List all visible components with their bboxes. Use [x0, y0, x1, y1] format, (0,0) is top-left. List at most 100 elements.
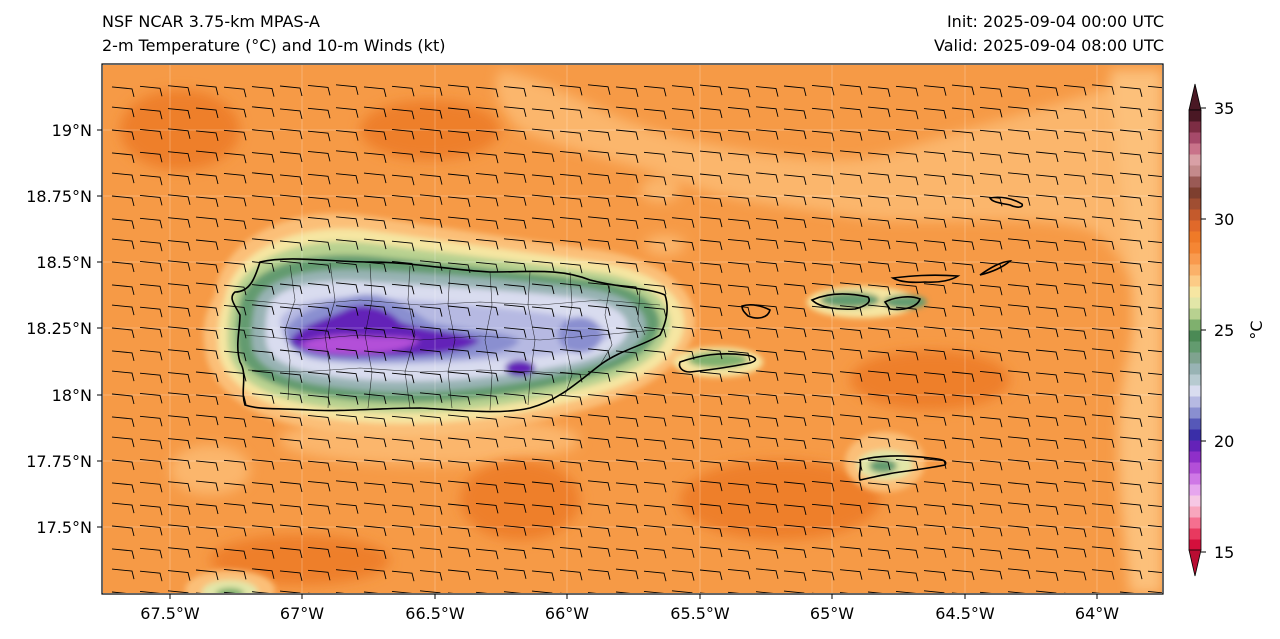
wind-barb: [391, 240, 415, 252]
wind-barb: [335, 173, 359, 184]
wind-barb: [839, 569, 863, 580]
wind-barb: [279, 283, 303, 295]
wind-barb: [839, 348, 863, 359]
wind-barb: [895, 458, 919, 470]
wind-barb: [1091, 239, 1115, 250]
colorbar-segment: [1189, 132, 1201, 144]
wind-barb: [167, 240, 191, 251]
wind-barb: [111, 152, 135, 164]
wind-barb: [335, 328, 359, 339]
wind-barb: [1035, 481, 1059, 493]
wind-barb: [839, 107, 863, 118]
wind-barb: [419, 260, 443, 271]
wind-barb: [867, 152, 891, 164]
wind-barb: [783, 174, 807, 186]
wind-barb: [811, 150, 835, 162]
wind-barb: [335, 216, 359, 227]
wind-barb: [895, 438, 919, 450]
wind-barb: [1063, 526, 1087, 538]
wind-barb: [307, 569, 331, 581]
wind-barb: [503, 129, 527, 140]
y-tick-label: 19°N: [52, 121, 92, 140]
wind-barb: [279, 240, 303, 252]
wind-barb: [783, 458, 807, 470]
wind-barb: [811, 414, 835, 426]
wind-barb: [279, 326, 303, 338]
wind-barb: [783, 217, 807, 229]
wind-barb: [727, 591, 740, 593]
wind-barb: [391, 438, 415, 450]
wind-barb: [1063, 437, 1087, 449]
wind-barb: [139, 349, 163, 361]
wind-barb: [419, 590, 441, 593]
wind-barb: [335, 546, 359, 557]
wind-barb: [335, 239, 359, 250]
wind-barb: [559, 282, 583, 294]
wind-barb: [671, 349, 695, 360]
wind-barb: [475, 261, 499, 273]
wind-barb: [755, 459, 779, 470]
wind-barb: [279, 260, 303, 272]
wind-barb: [419, 128, 443, 139]
wind-barb: [699, 328, 723, 340]
wind-barb: [559, 503, 583, 515]
wind-barb: [559, 328, 583, 340]
wind-barb: [643, 458, 667, 470]
wind-barb: [531, 372, 555, 384]
wind-barb: [1091, 107, 1115, 118]
wind-barb: [755, 350, 779, 361]
wind-barb: [447, 196, 471, 208]
wind-barb: [251, 129, 275, 140]
anegada-coast: [988, 196, 1024, 208]
wind-barb: [615, 304, 639, 316]
wind-barb: [335, 394, 359, 405]
wind-barb: [923, 306, 947, 317]
wind-barb: [923, 283, 947, 294]
colorbar-segment: [1189, 242, 1201, 254]
wind-barb: [923, 85, 947, 96]
wind-barb: [867, 416, 891, 428]
wind-barb: [867, 218, 891, 230]
wind-barb: [1147, 590, 1162, 593]
wind-barb: [139, 194, 163, 206]
wind-barb: [643, 392, 667, 404]
wind-barb: [671, 547, 695, 558]
wind-barb: [783, 590, 805, 593]
wind-barb: [895, 504, 919, 516]
wind-barb: [727, 304, 751, 316]
wind-barb: [1007, 548, 1031, 559]
wind-barb: [251, 238, 275, 249]
wind-barb: [335, 196, 359, 207]
y-tick-label: 17.5°N: [36, 518, 92, 537]
wind-barb: [111, 370, 135, 382]
valid-time: Valid: 2025-09-04 08:00 UTC: [933, 36, 1164, 55]
wind-barb: [195, 394, 219, 406]
wind-barb: [867, 370, 891, 382]
wind-barb: [475, 86, 499, 98]
wind-barb: [699, 173, 723, 185]
wind-barb: [475, 106, 499, 118]
wind-barb: [559, 394, 583, 406]
wind-barb: [111, 502, 135, 514]
wind-barb: [391, 326, 415, 338]
wind-barb: [363, 284, 387, 296]
wind-barb: [1035, 438, 1059, 450]
wind-barb: [923, 217, 947, 228]
wind-barb: [1063, 480, 1087, 492]
wind-barb: [1063, 414, 1087, 426]
wind-barb: [195, 305, 219, 317]
wind-barb: [1119, 327, 1143, 339]
wind-barb: [391, 108, 415, 120]
wind-barb: [308, 592, 311, 593]
wind-barb: [1063, 282, 1087, 294]
wind-barb: [335, 503, 359, 514]
wind-barb: [503, 86, 527, 97]
wind-barb: [559, 526, 583, 538]
wind-barb: [195, 328, 219, 340]
wind-barb: [335, 569, 359, 580]
wind-barb: [111, 218, 135, 230]
wind-barb: [139, 547, 163, 559]
wind-barb: [419, 372, 443, 383]
wind-barb: [699, 526, 723, 538]
wind-barb: [811, 546, 835, 558]
